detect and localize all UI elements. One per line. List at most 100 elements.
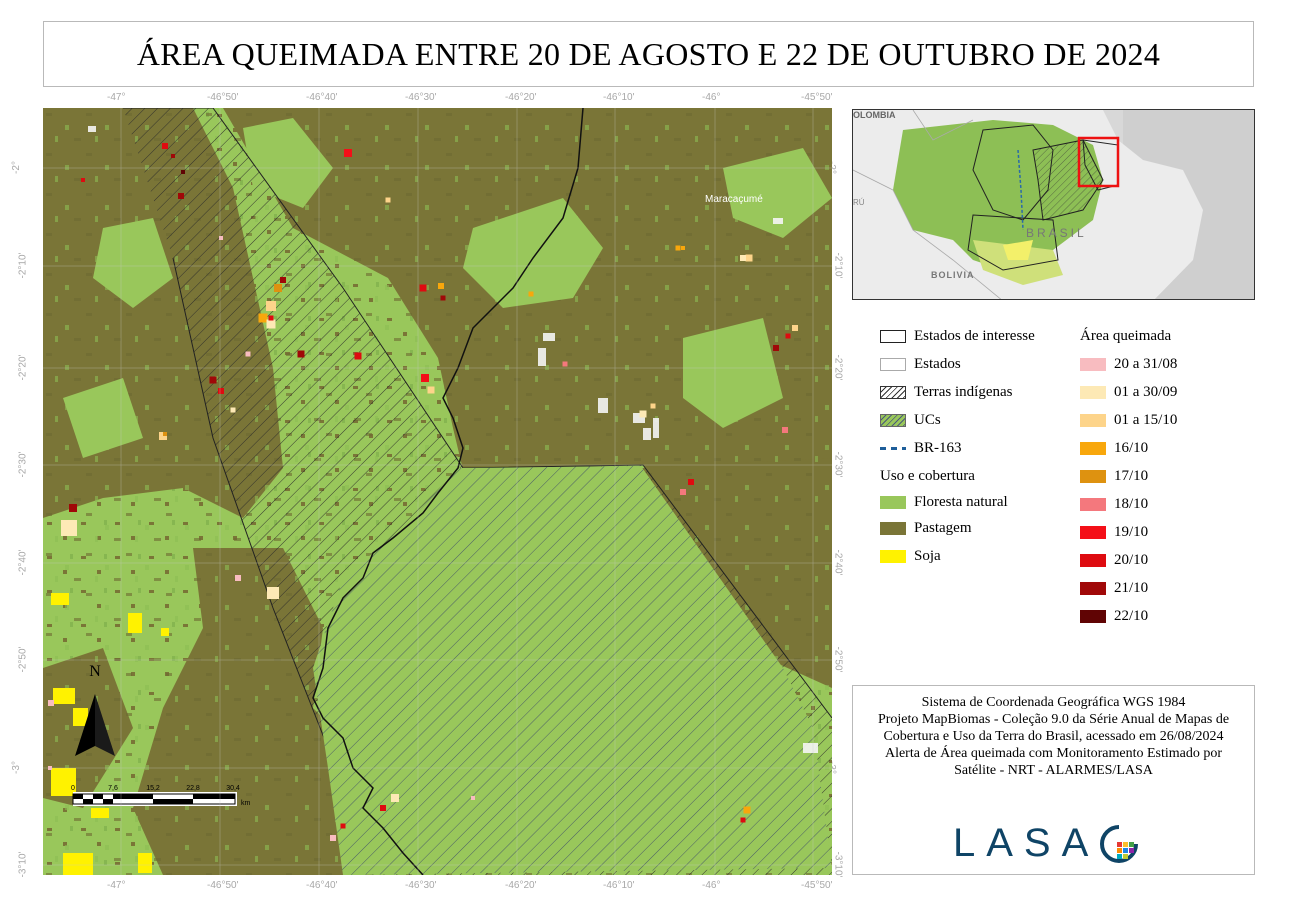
scale-ticks: 0 7,6 15,2 22,8 30,4 km (71, 785, 250, 807)
legend-item-soja: Soja (880, 548, 941, 565)
burn-scar (421, 374, 429, 382)
legend-uso-title: Uso e cobertura (880, 468, 975, 485)
burn-scar (385, 197, 391, 203)
forest-patch-5 (683, 318, 783, 428)
inset-label-peru: RÚ (853, 198, 865, 207)
legend-label: 01 a 15/10 (1114, 412, 1178, 428)
legend-swatch-outline-light (880, 358, 906, 371)
longitude-label-bottom: -46°50' (207, 880, 239, 891)
latitude-label-left: -2° (10, 161, 22, 174)
legend-swatch-outline-dark (880, 330, 906, 343)
burn-scar (162, 143, 168, 149)
latitude-label-right: -3°10' (832, 851, 844, 878)
latitude-label-right: -2°30' (832, 451, 844, 478)
burn-scar (680, 489, 686, 495)
burn-scar (209, 376, 217, 384)
burn-scar (354, 352, 362, 360)
burn-scar (528, 291, 534, 297)
burn-scar (792, 325, 798, 331)
legend-item-burn: 01 a 15/10 (1080, 412, 1177, 429)
legend-swatch-burn (1080, 526, 1106, 539)
legend-item-burn: 18/10 (1080, 496, 1148, 513)
legend-swatch-burn (1080, 358, 1106, 371)
legend-label: 19/10 (1114, 524, 1149, 540)
burn-scar (258, 313, 268, 323)
lasa-logo: LASA (953, 821, 1139, 866)
scale-bar[interactable] (72, 792, 237, 806)
burn-scar (181, 170, 185, 174)
scale-tick: 0 (71, 785, 75, 792)
longitude-label-bottom: -46° (702, 880, 721, 891)
burn-scar (178, 193, 184, 199)
scale-unit: km (241, 800, 251, 807)
forest-patch-3 (723, 148, 832, 238)
legend-label: Estados (914, 356, 961, 372)
latitude-label-left: -3° (10, 761, 22, 774)
main-map-svg: Maracaçumé N 0 7,6 15,2 22,8 30,4 km (43, 108, 832, 875)
longitude-label-top: -46°30' (405, 92, 437, 103)
longitude-label-top: -47° (107, 92, 126, 103)
selection-box (1077, 136, 1120, 188)
legend-item-estados: Estados (880, 356, 961, 373)
burn-scar (330, 835, 336, 841)
burn-scar (266, 301, 276, 311)
longitude-label-top: -45°50' (801, 92, 833, 103)
burn-scar (163, 432, 167, 436)
legend-swatch-pasture (880, 522, 906, 535)
burn-scar (782, 427, 788, 433)
legend-item-floresta: Floresta natural (880, 494, 1008, 511)
inset-svg: OLOMBIA BRASIL BOLIVIA RÚ (853, 110, 1254, 299)
legend-item-ucs: UCs (880, 412, 941, 429)
latitude-label-right: -2°20' (832, 354, 844, 381)
legend-item-burn: 17/10 (1080, 468, 1148, 485)
indigenous-land-border (123, 108, 832, 719)
burn-scar (266, 319, 276, 329)
legend-item-burn: 16/10 (1080, 440, 1148, 457)
info-text: Sistema de Coordenada Geográfica WGS 198… (863, 694, 1244, 779)
info-line-mapbiomas: Projeto MapBiomas - Coleção 9.0 da Série… (877, 712, 1230, 744)
main-map[interactable]: Maracaçumé N 0 7,6 15,2 22,8 30,4 km (43, 108, 832, 875)
latitude-label-left: -3°10' (17, 851, 29, 878)
legend-label: 17/10 (1114, 468, 1149, 484)
inset-label-brasil: BRASIL (1026, 226, 1087, 240)
locator-inset-map[interactable]: OLOMBIA BRASIL BOLIVIA RÚ (852, 109, 1255, 300)
inset-label-bolivia: BOLIVIA (931, 270, 975, 280)
burn-scar (740, 255, 746, 261)
burn-scar (344, 149, 352, 157)
burn-scar (81, 178, 85, 182)
legend-item-burn: 20 a 31/08 (1080, 356, 1177, 373)
legend-item-burn: 21/10 (1080, 580, 1148, 597)
burn-scar (639, 410, 647, 418)
burn-scar (280, 277, 286, 283)
burn-scar (419, 284, 427, 292)
latitude-label-right: -2°10' (832, 252, 844, 279)
burn-scar (391, 794, 399, 802)
legend-label: 01 a 30/09 (1114, 384, 1178, 400)
legend-label: Estados de interesse (914, 328, 1035, 344)
scale-tick: 22,8 (186, 785, 200, 792)
legend-item-burn: 01 a 30/09 (1080, 384, 1177, 401)
latitude-label-right: -2°40' (832, 549, 844, 576)
burn-scar (773, 345, 779, 351)
north-arrow: N (75, 663, 115, 756)
burn-scar (785, 333, 791, 339)
legend-swatch-burn (1080, 414, 1106, 427)
legend-swatch-burn (1080, 554, 1106, 567)
legend-swatch-hatch (880, 386, 906, 399)
state-border (312, 108, 584, 875)
inset-label-colombia: OLOMBIA (853, 110, 896, 120)
graticule (43, 108, 832, 875)
legend-section-title: Área queimada (1080, 328, 1172, 344)
legend-swatch-burn (1080, 470, 1106, 483)
burn-scar (688, 479, 694, 485)
legend-swatch-burn (1080, 442, 1106, 455)
soy-patches (51, 593, 169, 875)
longitude-label-top: -46°40' (306, 92, 338, 103)
longitude-label-bottom: -46°20' (505, 880, 537, 891)
forest-patch-6 (63, 378, 143, 458)
longitude-label-bottom: -46°40' (306, 880, 338, 891)
burn-scar (743, 806, 751, 814)
legend-swatch-soy (880, 550, 906, 563)
longitude-label-bottom: -45°50' (801, 880, 833, 891)
lasa-logo-text: LASA (953, 821, 1100, 865)
